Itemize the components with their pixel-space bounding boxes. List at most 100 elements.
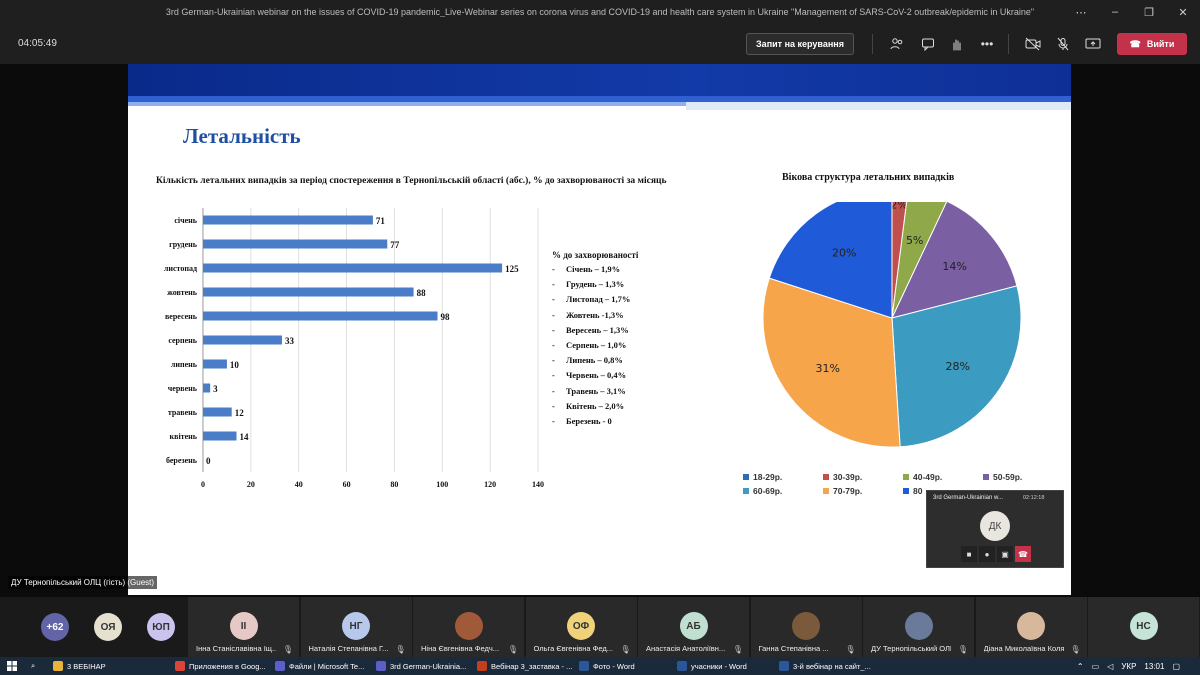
camera-icon[interactable]: ■ bbox=[961, 546, 977, 562]
participant-tile[interactable]: Діана Миколаївна Коляінс 🎙 bbox=[975, 597, 1087, 657]
tray-arrow-icon[interactable]: ⌃ bbox=[1076, 661, 1084, 671]
request-control-button[interactable]: Запит на керування bbox=[746, 33, 854, 55]
x-tick-label: 20 bbox=[247, 480, 255, 489]
pie-legend-item: 80 bbox=[903, 486, 983, 496]
percent-legend-item: - Березень - 0 bbox=[552, 415, 612, 426]
taskbar-app[interactable]: 3 ВЕБІНАР bbox=[50, 658, 106, 674]
slice-label: 20% bbox=[832, 246, 856, 259]
percent-legend-item: - Грудень – 1,3% bbox=[552, 279, 625, 290]
bar bbox=[203, 335, 282, 345]
participant-tile[interactable]: ІІ Інна Станіславівна Іщ... 🎙 bbox=[188, 597, 299, 657]
mini-window-title: 3rd German-Ukrainian w... bbox=[933, 495, 1004, 501]
participant-name: Ганна Степанівна ... bbox=[758, 644, 829, 653]
meeting-toolbar: 04:05:49 Запит на керування ••• ☎ Вийти bbox=[0, 24, 1200, 64]
slice-label: 31% bbox=[816, 362, 840, 375]
pie-chart-title: Вікова структура летальних випадків bbox=[782, 172, 955, 183]
data-label: 77 bbox=[390, 240, 400, 250]
more-options-icon[interactable]: ⋯ bbox=[1075, 6, 1087, 19]
app-icon bbox=[175, 661, 185, 671]
participant-tile[interactable]: ДУ Тернопільський ОЛЦ ... 🎙 bbox=[863, 597, 974, 657]
data-label: 0 bbox=[206, 456, 211, 466]
legend-swatch bbox=[823, 488, 829, 494]
network-icon[interactable]: ▭ bbox=[1091, 661, 1100, 671]
slice-label: 28% bbox=[946, 360, 970, 373]
category-label: травень bbox=[168, 408, 198, 417]
percent-legend-item: - Жовтень -1,3% bbox=[552, 309, 624, 320]
legend-swatch bbox=[743, 474, 749, 480]
x-tick-label: 80 bbox=[390, 480, 398, 489]
category-label: квітень bbox=[170, 432, 198, 441]
category-label: січень bbox=[174, 216, 197, 225]
participant-tile[interactable]: ОФ Ольга Євгенівна Фед... 🎙 bbox=[525, 597, 637, 657]
app-icon bbox=[579, 661, 589, 671]
percent-legend-item: - Квітень – 2,0% bbox=[552, 400, 625, 411]
raise-hand-icon[interactable] bbox=[948, 35, 966, 53]
category-label: червень bbox=[168, 384, 198, 393]
avatar bbox=[1017, 612, 1045, 640]
meeting-timer: 04:05:49 bbox=[18, 38, 57, 49]
participant-tile[interactable]: НГ Наталія Степанівна Г... 🎙 bbox=[300, 597, 412, 657]
clock[interactable]: 13:01 bbox=[1144, 661, 1165, 671]
participant-avatar[interactable]: ЮП bbox=[147, 613, 175, 641]
slide-header-band bbox=[686, 102, 1071, 110]
participant-tile[interactable]: АБ Анастасія Анатоліївн... 🎙 bbox=[638, 597, 749, 657]
share-icon[interactable]: ▣ bbox=[997, 546, 1013, 562]
pie-legend-item: 18-29р. bbox=[743, 472, 823, 482]
bar bbox=[203, 383, 211, 393]
overflow-participants-badge[interactable]: +62 bbox=[41, 613, 69, 641]
taskbar-app[interactable]: Приложения в Goog... bbox=[172, 658, 266, 674]
maximize-icon[interactable]: ❐ bbox=[1144, 6, 1154, 19]
taskbar-app[interactable]: 3-й вебінар на сайт_... bbox=[776, 658, 871, 674]
language-indicator[interactable]: УКР bbox=[1121, 661, 1137, 671]
slide-header-band bbox=[128, 102, 686, 106]
taskbar-app[interactable]: Фото - Word bbox=[576, 658, 635, 674]
bar bbox=[203, 239, 388, 249]
percent-legend-item: - Серпень – 1,0% bbox=[552, 339, 627, 350]
bar bbox=[203, 359, 227, 369]
leave-button[interactable]: ☎ Вийти bbox=[1117, 33, 1187, 55]
category-label: грудень bbox=[169, 240, 198, 249]
slide-title: Летальність bbox=[183, 124, 301, 148]
category-label: серпень bbox=[168, 336, 197, 345]
notifications-icon[interactable]: ▢ bbox=[1172, 661, 1180, 671]
slice-label: 5% bbox=[906, 234, 923, 247]
share-screen-icon[interactable] bbox=[1084, 35, 1102, 53]
slide-header-band bbox=[128, 96, 1071, 102]
mic-icon[interactable]: ● bbox=[979, 546, 995, 562]
window-title: 3rd German-Ukrainian webinar on the issu… bbox=[165, 7, 1035, 17]
participant-tile[interactable]: Ганна Степанівна ... 🎙 bbox=[750, 597, 862, 657]
data-label: 33 bbox=[285, 336, 295, 346]
app-icon bbox=[376, 661, 386, 671]
legend-swatch bbox=[903, 474, 909, 480]
more-icon[interactable]: ••• bbox=[980, 37, 994, 51]
mini-meeting-window[interactable]: 3rd German-Ukrainian w... 02:12:18 ДК ■ … bbox=[926, 490, 1064, 568]
participant-avatar[interactable]: ОЯ bbox=[94, 613, 122, 641]
taskbar-app[interactable]: 3rd German-Ukrainia... bbox=[373, 658, 466, 674]
search-icon[interactable]: ⌕ bbox=[31, 661, 36, 670]
windows-taskbar: ⌕ 3 ВЕБІНАР Приложения в Goog... Файли | M… bbox=[0, 657, 1200, 675]
percent-legend: % до захворюваності - Січень – 1,9% - Груде… bbox=[552, 250, 638, 431]
pie-slice bbox=[891, 285, 1022, 448]
taskbar-app[interactable]: Файли | Microsoft Te... bbox=[272, 658, 364, 674]
taskbar-app[interactable]: Вебінар 3_заставка - ... bbox=[474, 658, 572, 674]
mic-off-icon: 🎙 bbox=[732, 645, 743, 654]
start-button[interactable] bbox=[4, 658, 17, 674]
mini-controls: ■ ● ▣ ☎ bbox=[961, 546, 1057, 564]
close-icon[interactable]: ✕ bbox=[1178, 6, 1188, 19]
minimize-icon[interactable]: – bbox=[1111, 6, 1119, 18]
legend-swatch bbox=[983, 474, 989, 480]
participant-tile[interactable]: НС bbox=[1088, 597, 1199, 657]
mic-off-icon[interactable] bbox=[1054, 35, 1072, 53]
hang-up-icon[interactable]: ☎ bbox=[1015, 546, 1031, 562]
category-label: березень bbox=[166, 456, 198, 465]
bar-chart-title: Кількість летальних випадків за період с… bbox=[156, 176, 667, 186]
app-icon bbox=[779, 661, 789, 671]
volume-icon[interactable]: ◁ bbox=[1107, 661, 1114, 671]
taskbar-app[interactable]: учасники - Word bbox=[674, 658, 747, 674]
chat-icon[interactable] bbox=[919, 35, 937, 53]
pie-legend-item: 40-49р. bbox=[903, 472, 983, 482]
camera-off-icon[interactable] bbox=[1024, 35, 1042, 53]
participant-tile[interactable]: Ніна Євгенівна Федч... 🎙 bbox=[413, 597, 524, 657]
participants-icon[interactable] bbox=[888, 35, 906, 53]
